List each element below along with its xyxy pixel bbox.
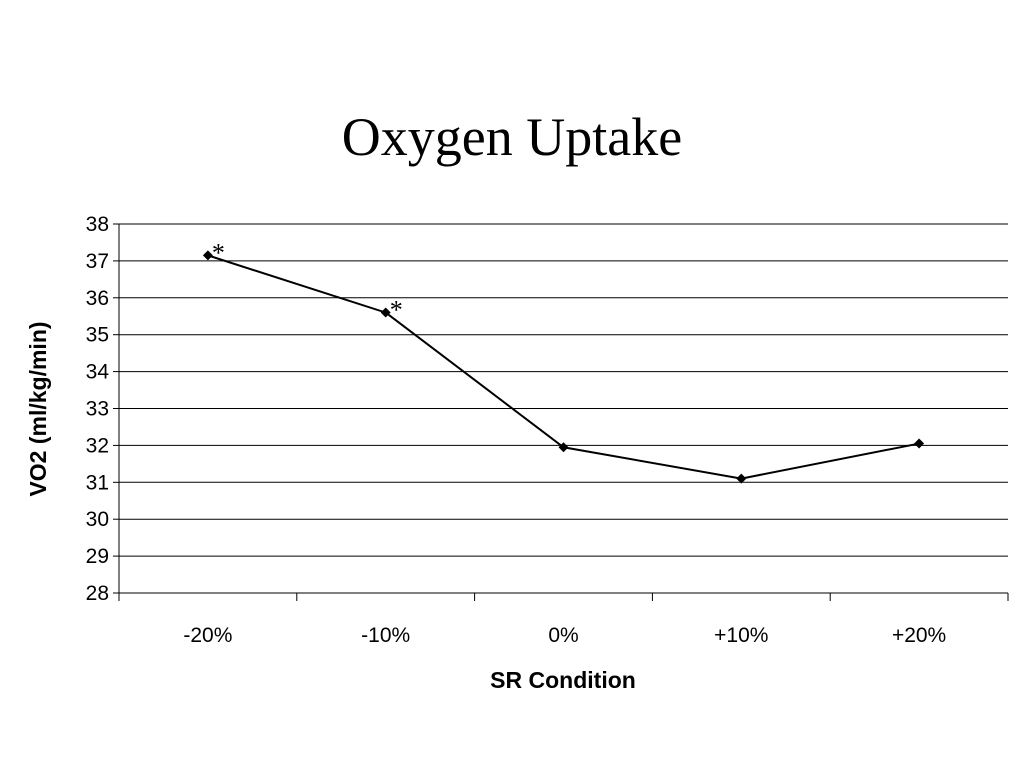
x-tick-label: +10% <box>714 624 768 647</box>
y-tick-label: 31 <box>86 471 109 494</box>
annotations: ** <box>212 238 403 324</box>
y-tick-label: 30 <box>86 508 109 531</box>
series <box>202 250 925 484</box>
y-tick-label: 35 <box>86 324 109 347</box>
gridlines <box>119 223 1008 557</box>
significance-marker: * <box>212 238 225 267</box>
x-tick-label: -20% <box>183 624 232 647</box>
data-point <box>558 442 569 453</box>
chart-title: Oxygen Uptake <box>342 107 682 167</box>
y-tick-label: 32 <box>86 434 109 457</box>
y-tick-label: 28 <box>86 582 109 605</box>
y-tick-label: 38 <box>86 213 109 236</box>
y-tick-label: 29 <box>86 545 109 568</box>
data-point <box>202 250 213 261</box>
y-tick-label: 37 <box>86 250 109 273</box>
data-point <box>380 307 391 318</box>
data-point <box>914 438 925 449</box>
x-tick-label: +20% <box>892 624 946 647</box>
y-tick-labels: 28 29 30 31 32 33 34 35 36 37 38 <box>86 213 110 605</box>
y-tick-label: 34 <box>86 361 110 384</box>
x-tick-label: 0% <box>548 624 578 647</box>
significance-marker: * <box>390 296 403 325</box>
x-tick-label: -10% <box>361 624 410 647</box>
axes <box>113 223 1009 601</box>
data-point <box>736 473 747 484</box>
y-tick-label: 33 <box>86 398 109 421</box>
y-tick-label: 36 <box>86 287 109 310</box>
x-tick-labels: -20% -10% 0% +10% +20% <box>183 624 946 647</box>
x-axis-label: SR Condition <box>490 667 636 693</box>
y-axis-label: VO2 (ml/kg/min) <box>25 321 51 496</box>
